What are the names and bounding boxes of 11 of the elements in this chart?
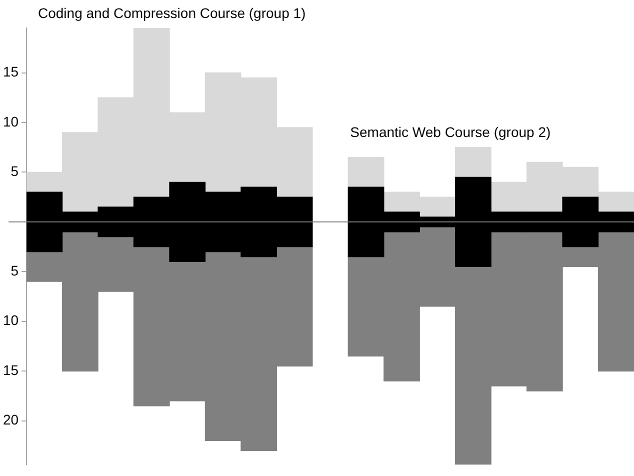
y-tick-label: 20 xyxy=(2,412,19,428)
y-tick-label: 5 xyxy=(10,163,19,180)
bar xyxy=(455,147,492,178)
y-tick-label: 10 xyxy=(2,113,19,130)
bar xyxy=(348,156,384,188)
chart-title: Coding and Compression Course (group 1) xyxy=(38,4,306,21)
y-tick-label: 5 xyxy=(10,262,19,279)
y-tick-label: 15 xyxy=(2,64,19,80)
y-tick-label: 15 xyxy=(2,362,19,378)
annotation: Semantic Web Course (group 2) xyxy=(350,124,551,140)
y-tick-label: 10 xyxy=(2,312,19,328)
